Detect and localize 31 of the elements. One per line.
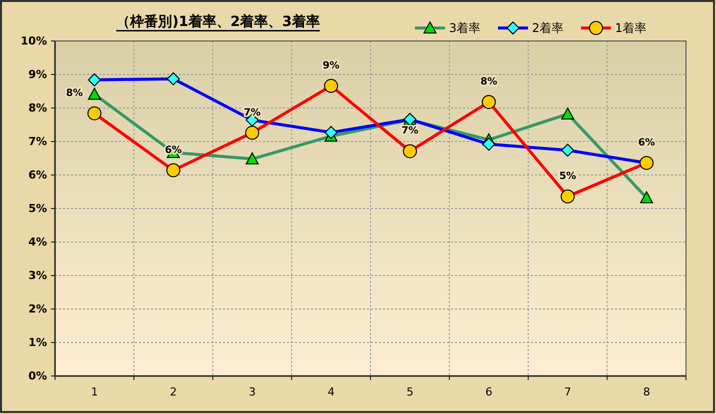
data-label: 5% [559,170,576,182]
data-label: 7% [244,107,261,118]
data-label: 6% [638,137,656,148]
x-tick-label: 7 [564,386,572,398]
y-tick-label: 7% [28,135,47,148]
x-tick-label: 3 [248,386,256,398]
data-label: 8% [66,88,83,99]
y-tick-label: 9% [28,68,47,81]
x-tick-label: 1 [90,386,98,398]
y-tick-label: 1% [28,336,47,349]
data-label: 8% [480,76,498,88]
y-tick-label: 3% [28,269,47,282]
y-tick-label: 10% [20,34,47,48]
x-tick-label: 5 [406,386,414,398]
x-tick-label: 2 [170,386,177,398]
y-tick-label: 6% [28,168,47,182]
y-tick-label: 8% [28,102,47,114]
legend-label: 1着率 [615,21,647,35]
y-tick-label: 4% [28,236,47,248]
data-label: 7% [401,126,418,137]
x-tick-label: 8 [643,386,650,398]
y-tick-label: 2% [28,302,47,316]
y-tick-label: 5% [28,202,47,215]
y-tick-label: 0% [28,370,47,382]
legend-label: 2着率 [532,21,564,35]
x-tick-label: 4 [328,386,335,398]
legend-label: 3着率 [449,21,481,35]
data-label: 9% [322,60,340,72]
x-tick-label: 6 [485,386,492,398]
chart-title: （枠番別)1着率、2着率、3着率 [116,13,320,30]
data-label: 6% [164,144,182,156]
